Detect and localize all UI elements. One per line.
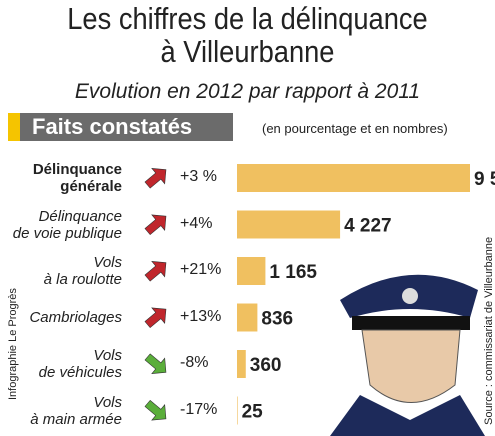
change-label: -17% xyxy=(180,400,218,418)
value-label: 25 xyxy=(242,402,264,423)
subtitle: Evolution en 2012 par rapport à 2011 xyxy=(74,80,421,103)
value-label: 1 165 xyxy=(269,262,317,283)
category-label: Cambriolages xyxy=(29,308,122,326)
change-label: -8% xyxy=(180,354,209,371)
bar xyxy=(237,210,341,239)
change-label: +3 % xyxy=(180,168,217,185)
change-label: +4% xyxy=(180,214,213,232)
value-label: 836 xyxy=(261,309,293,330)
change-label: +13% xyxy=(180,307,222,325)
section-title: Faits constatés xyxy=(32,114,192,139)
bar xyxy=(237,164,470,192)
category-label: Vols de véhicules xyxy=(38,347,122,381)
value-label: 9 554 xyxy=(474,169,495,190)
section-band xyxy=(8,113,233,141)
section-marker xyxy=(8,113,20,141)
value-label: 4 227 xyxy=(344,216,392,237)
trend-arrow xyxy=(144,168,167,189)
change-label: +21% xyxy=(180,261,222,278)
bar xyxy=(237,303,258,332)
category-label: Vols à la roulotte xyxy=(43,254,122,288)
source: Source : commissariat de Villeurbanne xyxy=(483,237,495,425)
note: (en pourcentage et en nombres) xyxy=(262,121,448,136)
category-label: Délinquance générale xyxy=(32,161,122,195)
policeman xyxy=(330,274,485,436)
trend-arrow xyxy=(144,353,167,374)
category-label: Délinquance de voie publique xyxy=(12,207,122,242)
trend-arrow xyxy=(144,214,167,236)
trend-arrow xyxy=(144,399,167,421)
value-label: 360 xyxy=(250,355,282,376)
trend-arrow xyxy=(144,261,167,282)
trend-arrow xyxy=(144,307,167,329)
category-label: Vols à main armée xyxy=(30,393,122,428)
credit: Infographie Le Progrès xyxy=(7,288,19,400)
bar xyxy=(237,257,266,285)
bar xyxy=(237,350,246,378)
title: Les chiffres de la délinquance à Villeur… xyxy=(67,1,428,69)
bar xyxy=(237,396,238,425)
